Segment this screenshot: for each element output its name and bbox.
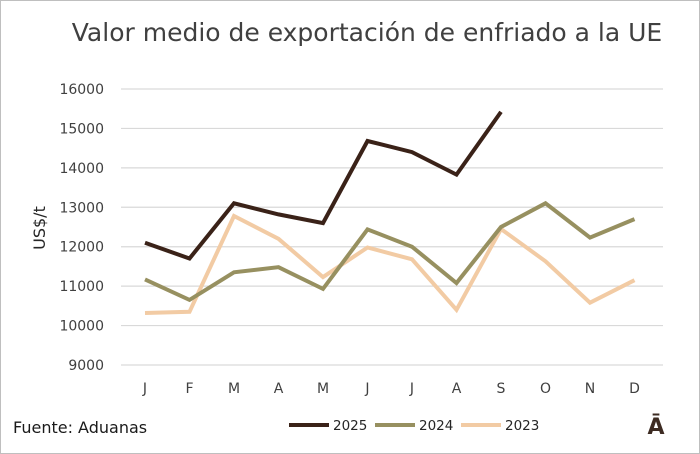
data-point-2023 <box>321 275 325 279</box>
legend-label-2023: 2023 <box>505 418 539 434</box>
y-tick-label: 16000 <box>59 82 104 98</box>
series-lines <box>143 110 637 315</box>
y-axis-ticks: 9000 10000 11000 12000 13000 14000 15000 16000 <box>59 82 104 374</box>
x-tick-label: J <box>364 381 369 397</box>
data-point-2025 <box>143 241 147 245</box>
data-point-2024 <box>232 270 236 274</box>
data-point-2023 <box>410 257 414 261</box>
x-tick-label: N <box>585 381 595 397</box>
x-tick-label: A <box>452 381 462 397</box>
data-point-2025 <box>277 212 281 216</box>
x-tick-label: J <box>409 381 414 397</box>
data-point-2024 <box>188 298 192 302</box>
y-tick-label: 11000 <box>59 279 104 295</box>
data-point-2024 <box>544 201 548 205</box>
x-tick-label: S <box>497 381 506 397</box>
data-point-2023 <box>232 214 236 218</box>
data-point-2025 <box>188 257 192 261</box>
data-point-2024 <box>366 227 370 231</box>
series-line-2023 <box>144 213 636 315</box>
data-point-2024 <box>143 277 147 281</box>
series-line-2024 <box>144 200 636 303</box>
data-point-2024 <box>588 236 592 240</box>
data-point-2023 <box>633 278 637 282</box>
x-tick-label: D <box>629 381 640 397</box>
legend-label-2025: 2025 <box>333 418 367 434</box>
y-tick-label: 9000 <box>68 358 104 374</box>
y-tick-label: 14000 <box>59 161 104 177</box>
x-tick-label: A <box>274 381 284 397</box>
source-note: Fuente: Aduanas <box>13 418 147 437</box>
data-point-2025 <box>410 150 414 154</box>
series-line-2025 <box>144 110 503 261</box>
legend: 2025 2024 2023 <box>289 418 539 434</box>
data-point-2025 <box>499 110 503 114</box>
chart-title: Valor medio de exportación de enfriado a… <box>72 18 662 47</box>
x-tick-label: F <box>185 381 193 397</box>
x-tick-label: M <box>228 381 240 397</box>
data-point-2024 <box>499 225 503 229</box>
data-point-2023 <box>188 310 192 314</box>
data-point-2023 <box>277 237 281 241</box>
x-tick-label: J <box>142 381 147 397</box>
data-point-2025 <box>232 201 236 205</box>
data-point-2025 <box>366 139 370 143</box>
data-point-2023 <box>544 259 548 263</box>
y-tick-label: 12000 <box>59 240 104 256</box>
data-point-2025 <box>321 221 325 225</box>
x-tick-label: M <box>317 381 329 397</box>
data-point-2024 <box>633 217 637 221</box>
brand-logo: Ā <box>647 414 664 440</box>
data-point-2024 <box>410 245 414 249</box>
y-tick-label: 10000 <box>59 319 104 335</box>
y-tick-label: 13000 <box>59 200 104 216</box>
x-tick-label: O <box>540 381 551 397</box>
data-point-2025 <box>455 173 459 177</box>
legend-label-2024: 2024 <box>419 418 453 434</box>
data-point-2024 <box>455 281 459 285</box>
y-tick-label: 15000 <box>59 121 104 137</box>
data-point-2023 <box>366 246 370 250</box>
data-point-2024 <box>321 287 325 291</box>
gridlines <box>121 88 663 366</box>
data-point-2023 <box>143 311 147 315</box>
data-point-2023 <box>455 308 459 312</box>
y-axis-label: US$/t <box>30 206 49 250</box>
data-point-2024 <box>277 265 281 269</box>
data-point-2023 <box>588 301 592 305</box>
